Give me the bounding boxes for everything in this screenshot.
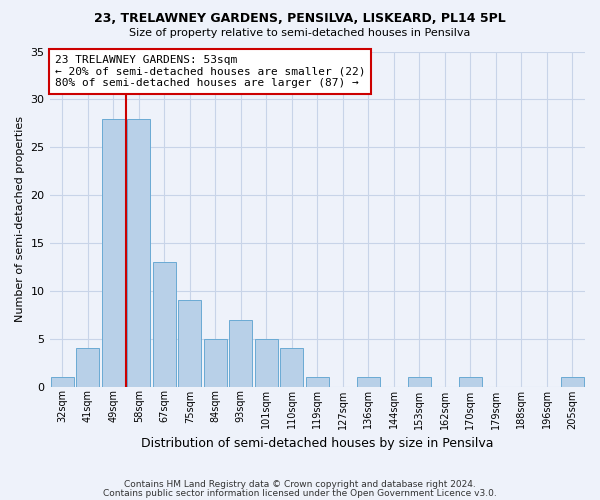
Bar [561,377,584,386]
Bar [51,377,74,386]
Bar [76,348,99,387]
Bar [408,377,431,386]
Text: Contains public sector information licensed under the Open Government Licence v3: Contains public sector information licen… [103,488,497,498]
Bar [178,300,201,386]
Bar [306,377,329,386]
Bar [255,338,278,386]
Y-axis label: Number of semi-detached properties: Number of semi-detached properties [15,116,25,322]
Bar [229,320,252,386]
X-axis label: Distribution of semi-detached houses by size in Pensilva: Distribution of semi-detached houses by … [141,437,494,450]
Text: 23 TRELAWNEY GARDENS: 53sqm
← 20% of semi-detached houses are smaller (22)
80% o: 23 TRELAWNEY GARDENS: 53sqm ← 20% of sem… [55,55,365,88]
Text: Contains HM Land Registry data © Crown copyright and database right 2024.: Contains HM Land Registry data © Crown c… [124,480,476,489]
Bar [153,262,176,386]
Bar [204,338,227,386]
Bar [357,377,380,386]
Bar [102,118,125,386]
Bar [280,348,303,387]
Text: 23, TRELAWNEY GARDENS, PENSILVA, LISKEARD, PL14 5PL: 23, TRELAWNEY GARDENS, PENSILVA, LISKEAR… [94,12,506,26]
Bar [127,118,150,386]
Text: Size of property relative to semi-detached houses in Pensilva: Size of property relative to semi-detach… [130,28,470,38]
Bar [459,377,482,386]
